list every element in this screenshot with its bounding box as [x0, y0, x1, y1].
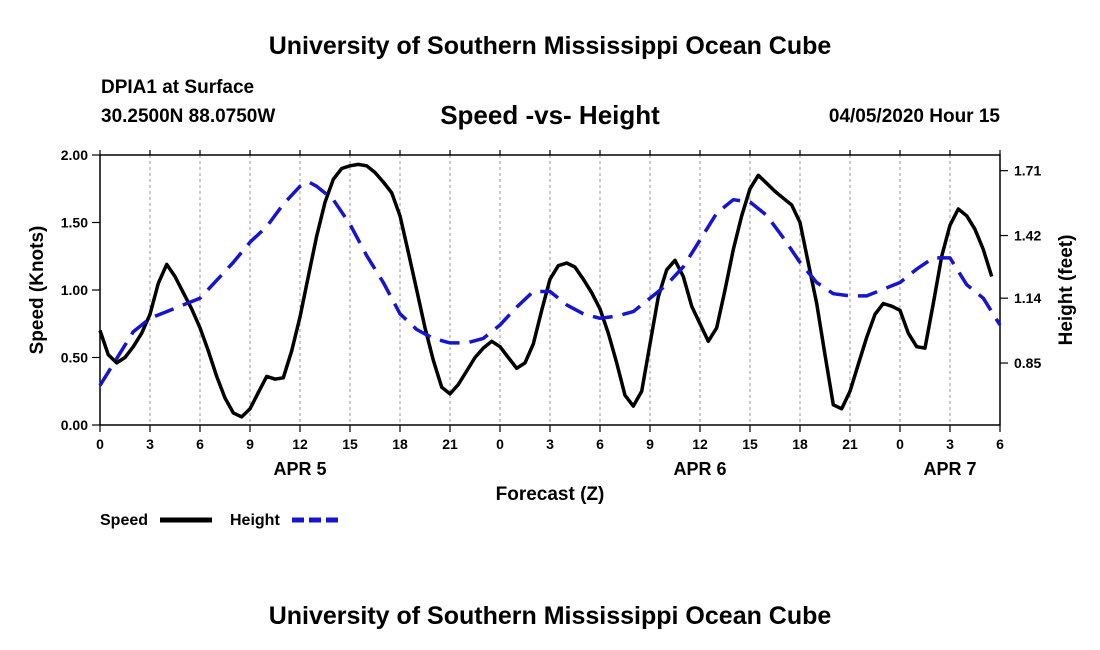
- x-tick-label: 0: [496, 436, 504, 452]
- x-tick-label: 3: [146, 436, 154, 452]
- forecast-timestamp: 04/05/2020 Hour 15: [828, 106, 1000, 127]
- y-left-tick-label: 1.00: [61, 282, 88, 298]
- y-left-tick-label: 0.50: [61, 350, 88, 366]
- x-tick-label: 6: [996, 436, 1004, 452]
- x-tick-label: 0: [96, 436, 104, 452]
- chart-axes: 0 3 6 9 12 15 18 21 0 3 6 9 12 15 18 21 0 3 6 APR 5 APR 6 APR…: [61, 147, 1042, 479]
- date-label: APR 6: [673, 459, 726, 479]
- y-left-tick-label: 1.50: [61, 215, 88, 231]
- y-axis-left-label: Speed (Knots): [27, 226, 48, 355]
- x-tick-label: 3: [546, 436, 554, 452]
- height-series-line: [98, 180, 1002, 387]
- station-name: DPIA1 at Surface: [101, 77, 255, 98]
- chart-legend: Speed Height: [100, 512, 342, 529]
- x-tick-label: 21: [842, 436, 858, 452]
- date-label: APR 5: [273, 459, 326, 479]
- x-tick-label: 12: [692, 436, 708, 452]
- x-tick-label: 9: [246, 436, 254, 452]
- speed-series-line: [98, 162, 994, 419]
- x-tick-label: 18: [392, 436, 408, 452]
- legend-label-height: Height: [230, 512, 280, 529]
- x-tick-label: 3: [946, 436, 954, 452]
- date-label: APR 7: [923, 459, 976, 479]
- x-tick-label: 6: [596, 436, 604, 452]
- x-tick-label: 15: [742, 436, 758, 452]
- chart-grid: [149, 155, 951, 425]
- y-left-tick-label: 0.00: [61, 417, 88, 433]
- y-right-tick-label: 1.14: [1014, 290, 1041, 306]
- x-tick-label: 18: [792, 436, 808, 452]
- y-right-tick-label: 0.85: [1014, 355, 1041, 371]
- footer-title: University of Southern Mississippi Ocean…: [268, 602, 832, 630]
- x-axis-label: Forecast (Z): [496, 484, 605, 505]
- x-tick-label: 12: [292, 436, 308, 452]
- x-tick-label: 9: [646, 436, 654, 452]
- y-left-tick-label: 2.00: [61, 147, 88, 163]
- x-tick-label: 0: [896, 436, 904, 452]
- station-coordinates: 30.2500N 88.0750W: [101, 106, 276, 127]
- x-tick-label: 15: [342, 436, 358, 452]
- x-tick-label: 21: [442, 436, 458, 452]
- page-title: University of Southern Mississippi Ocean…: [268, 32, 832, 60]
- x-tick-label: 6: [196, 436, 204, 452]
- chart-title: Speed -vs- Height: [440, 100, 660, 130]
- legend-label-speed: Speed: [100, 512, 148, 529]
- chart-series: [98, 162, 1002, 419]
- y-right-tick-label: 1.42: [1014, 228, 1041, 244]
- y-axis-right-label: Height (feet): [1056, 235, 1077, 346]
- y-right-tick-label: 1.71: [1014, 163, 1041, 179]
